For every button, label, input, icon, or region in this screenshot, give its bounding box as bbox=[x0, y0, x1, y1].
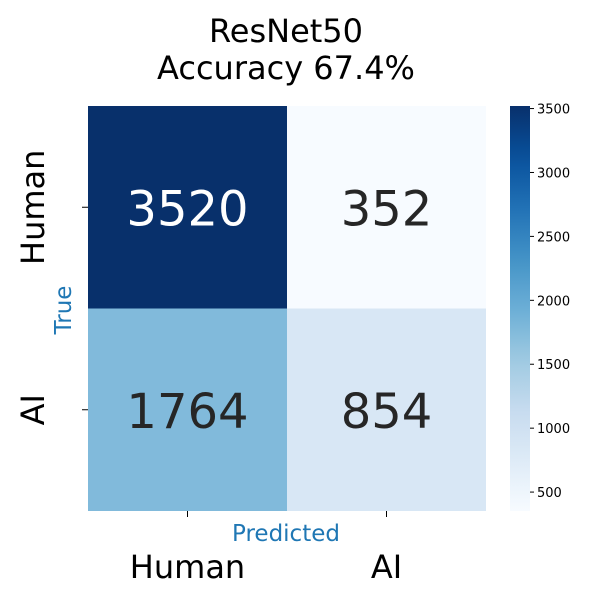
cell-value-label-1-0: 1764 bbox=[126, 384, 248, 440]
cell-value-label-0-0: 3520 bbox=[126, 181, 248, 237]
y-tick-label-0: Human bbox=[14, 150, 52, 265]
cell-value-label-1-1: 854 bbox=[341, 384, 433, 440]
heatmap-cell-1-0 bbox=[88, 308, 287, 511]
heatmap-cell-0-0 bbox=[88, 106, 287, 309]
cell-value-label-0-1: 352 bbox=[341, 181, 433, 237]
axis-ticks: Human AI Human AI bbox=[14, 150, 402, 586]
heatmap-cell-1-1 bbox=[287, 308, 486, 511]
colorbar-tick-label-1: 1000 bbox=[537, 422, 570, 437]
colorbar bbox=[510, 106, 530, 511]
chart-title-line-2: Accuracy 67.4% bbox=[157, 49, 415, 87]
x-axis-label: Predicted bbox=[232, 521, 340, 547]
x-tick-label-0: Human bbox=[130, 548, 245, 586]
y-axis-label: True bbox=[51, 286, 77, 336]
heatmap-cells bbox=[88, 106, 486, 511]
heatmap-cell-labels: 3520 352 1764 854 bbox=[126, 181, 432, 440]
colorbar-tick-label-4: 2500 bbox=[537, 230, 570, 245]
colorbar-tick-label-6: 3500 bbox=[537, 103, 570, 118]
heatmap-cell-0-1 bbox=[287, 106, 486, 309]
colorbar-tick-label-2: 1500 bbox=[537, 358, 570, 373]
colorbar-tick-label-3: 2000 bbox=[537, 294, 570, 309]
x-tick-label-1: AI bbox=[371, 548, 402, 586]
chart-title-line-1: ResNet50 bbox=[209, 12, 363, 50]
colorbar-tick-label-0: 500 bbox=[537, 486, 562, 501]
colorbar-ticks: 500 1000 1500 2000 2500 3000 3500 bbox=[530, 103, 570, 501]
y-tick-label-1: AI bbox=[14, 394, 52, 425]
colorbar-tick-label-5: 3000 bbox=[537, 166, 570, 181]
